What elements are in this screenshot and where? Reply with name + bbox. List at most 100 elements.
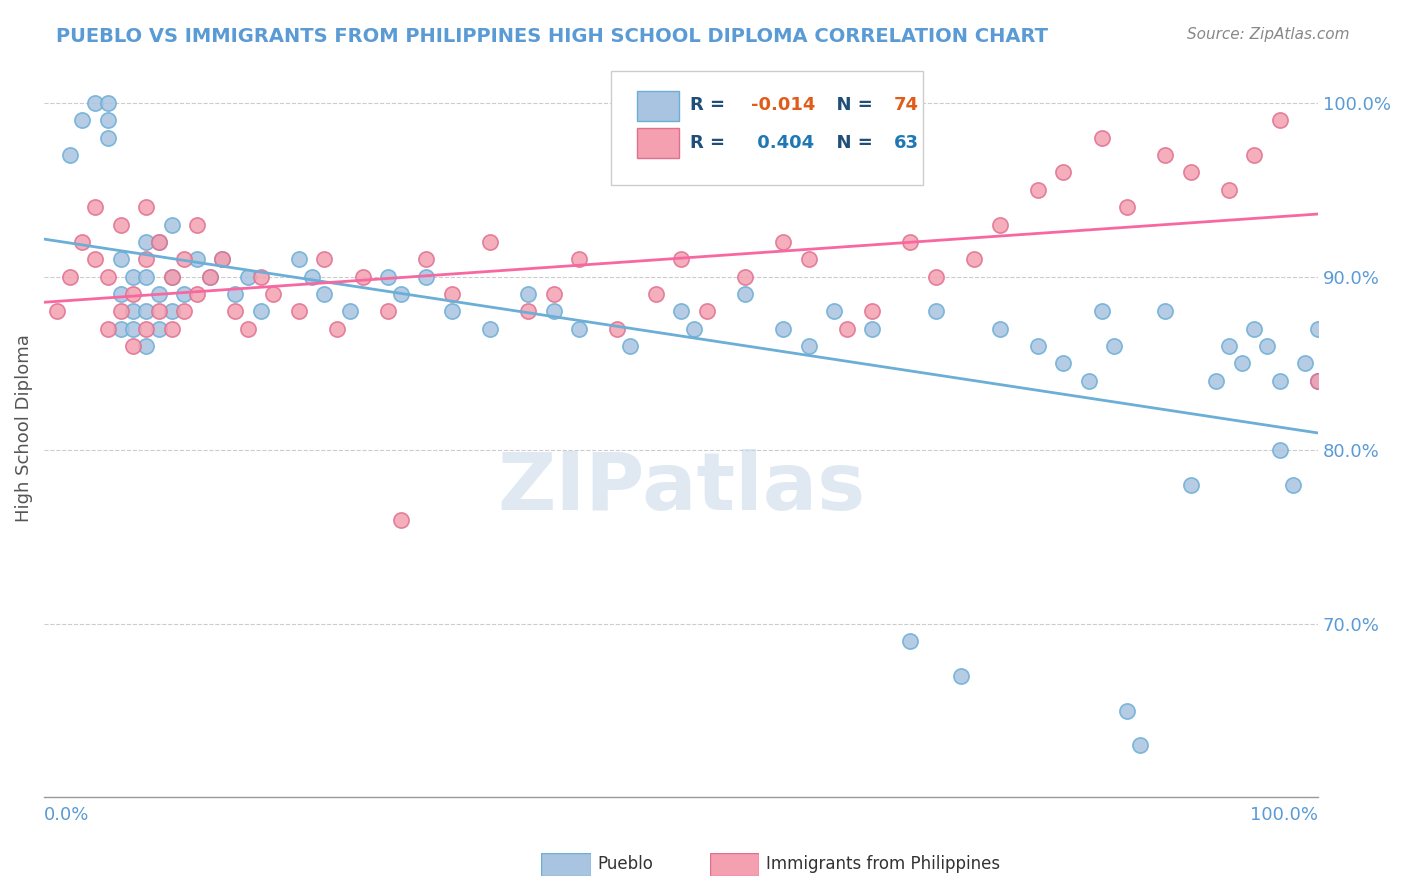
Point [1154, 304, 1177, 318]
Point [517, 287, 540, 301]
Text: 100.0%: 100.0% [1250, 806, 1319, 824]
Point [1026, 183, 1049, 197]
Point [619, 339, 641, 353]
Point [97, 130, 120, 145]
Point [1154, 148, 1177, 162]
Point [568, 252, 591, 267]
Point [1090, 130, 1112, 145]
Point [288, 304, 311, 318]
Point [823, 304, 845, 318]
Point [211, 252, 233, 267]
Y-axis label: High School Diploma: High School Diploma [15, 334, 32, 523]
Point [198, 269, 221, 284]
Point [860, 304, 883, 318]
Point [517, 304, 540, 318]
Point [1268, 113, 1291, 128]
Text: 0.404: 0.404 [751, 134, 814, 152]
Point [1116, 200, 1139, 214]
Point [1294, 356, 1316, 370]
Point [1129, 739, 1152, 753]
Point [860, 321, 883, 335]
Point [45, 304, 67, 318]
Point [148, 235, 170, 249]
Point [122, 339, 145, 353]
Point [173, 287, 195, 301]
Point [160, 269, 183, 284]
Point [58, 269, 80, 284]
Point [900, 634, 922, 648]
Point [950, 669, 973, 683]
Point [1205, 374, 1227, 388]
Point [1256, 339, 1278, 353]
Point [1116, 704, 1139, 718]
Point [122, 287, 145, 301]
Point [734, 287, 756, 301]
Point [84, 95, 107, 110]
Point [644, 287, 666, 301]
Text: 63: 63 [894, 134, 920, 152]
Text: N =: N = [824, 95, 879, 113]
Point [148, 304, 170, 318]
Point [326, 321, 349, 335]
Point [339, 304, 361, 318]
Point [479, 235, 502, 249]
Point [1104, 339, 1126, 353]
Point [173, 252, 195, 267]
Point [479, 321, 502, 335]
FancyBboxPatch shape [637, 128, 679, 158]
Point [135, 304, 157, 318]
Point [1268, 374, 1291, 388]
Text: Pueblo: Pueblo [598, 855, 654, 873]
Point [173, 304, 195, 318]
Point [314, 252, 336, 267]
Point [669, 252, 692, 267]
Point [84, 200, 107, 214]
Point [58, 148, 80, 162]
Point [97, 113, 120, 128]
Point [963, 252, 986, 267]
Point [1308, 374, 1330, 388]
Point [1218, 339, 1240, 353]
Text: PUEBLO VS IMMIGRANTS FROM PHILIPPINES HIGH SCHOOL DIPLOMA CORRELATION CHART: PUEBLO VS IMMIGRANTS FROM PHILIPPINES HI… [56, 27, 1049, 45]
Point [377, 269, 399, 284]
Point [186, 218, 208, 232]
Text: -0.014: -0.014 [751, 95, 815, 113]
Point [224, 304, 246, 318]
Point [1308, 321, 1330, 335]
Point [236, 321, 259, 335]
Point [288, 252, 311, 267]
Point [314, 287, 336, 301]
Text: R =: R = [690, 134, 731, 152]
Point [211, 252, 233, 267]
Point [72, 235, 94, 249]
Point [72, 113, 94, 128]
Point [669, 304, 692, 318]
Point [122, 321, 145, 335]
Point [797, 339, 820, 353]
Point [440, 304, 463, 318]
Point [110, 304, 132, 318]
Point [160, 321, 183, 335]
Point [1308, 374, 1330, 388]
Text: 74: 74 [894, 95, 920, 113]
Point [110, 218, 132, 232]
Point [1281, 478, 1303, 492]
Point [148, 287, 170, 301]
Point [1268, 443, 1291, 458]
Point [734, 269, 756, 284]
Point [1090, 304, 1112, 318]
Point [415, 252, 437, 267]
Point [696, 304, 718, 318]
Point [160, 304, 183, 318]
Point [160, 218, 183, 232]
Point [988, 218, 1011, 232]
Point [236, 269, 259, 284]
Point [543, 287, 565, 301]
Point [148, 235, 170, 249]
Point [1026, 339, 1049, 353]
Point [415, 269, 437, 284]
Point [772, 235, 794, 249]
Point [352, 269, 374, 284]
Text: N =: N = [824, 134, 879, 152]
Text: R =: R = [690, 95, 731, 113]
